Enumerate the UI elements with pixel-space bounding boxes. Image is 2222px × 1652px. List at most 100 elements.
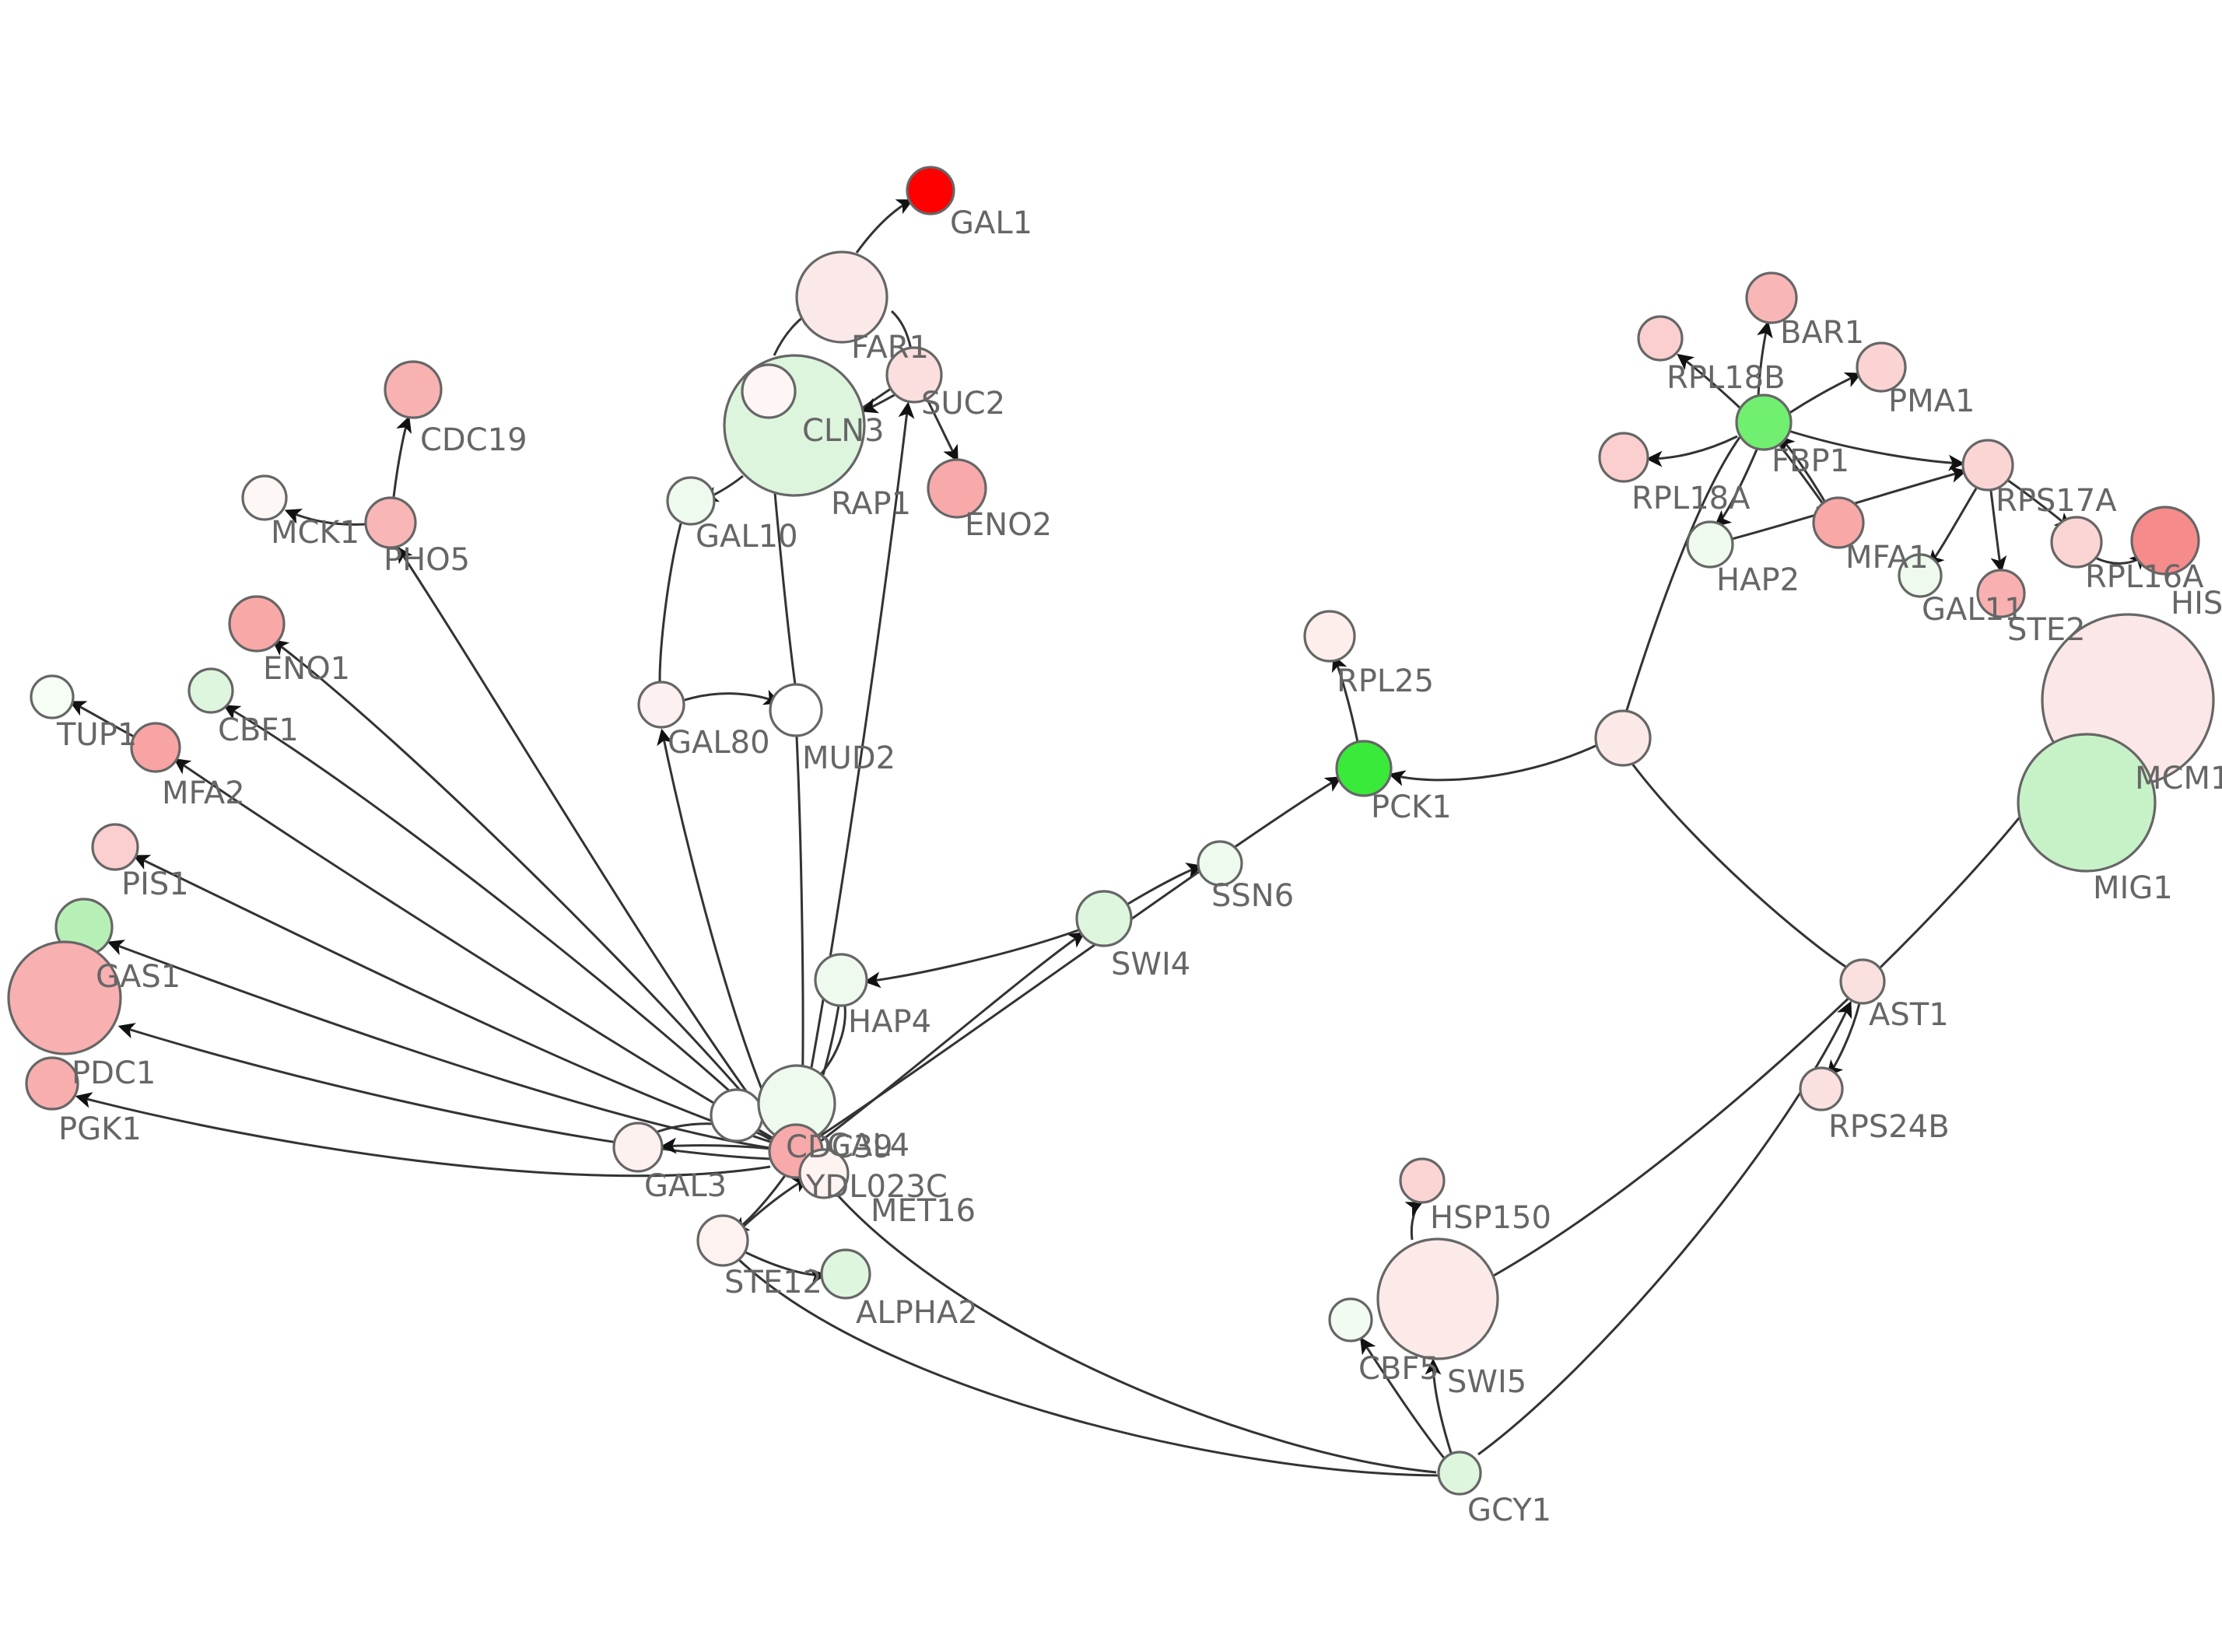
node-hsp150[interactable] bbox=[1399, 1157, 1446, 1204]
node-suc2[interactable] bbox=[885, 346, 943, 404]
edge-swi4-to-hap4 bbox=[864, 929, 1079, 989]
node-fbp1[interactable] bbox=[1735, 394, 1793, 451]
node-swi5[interactable] bbox=[1376, 1237, 1499, 1360]
node-label-met16: MET16 bbox=[871, 1193, 976, 1229]
node-pma1[interactable] bbox=[1856, 341, 1907, 393]
edge-suc2-to-eno2 bbox=[926, 399, 959, 463]
node-swi4[interactable] bbox=[1075, 890, 1133, 947]
node-rps17a[interactable] bbox=[1961, 439, 2014, 492]
node-gal10[interactable] bbox=[666, 476, 716, 526]
edge-swi4-to-ssn6 bbox=[1127, 863, 1204, 905]
edge-ast1-up-to-pck1 bbox=[1388, 744, 1598, 786]
node-label-pho5: PHO5 bbox=[384, 542, 470, 578]
node-eno1[interactable] bbox=[228, 595, 286, 653]
edge-fbp1-to-pma1 bbox=[1789, 372, 1863, 415]
node-ste2[interactable] bbox=[1976, 569, 2026, 618]
node-mfa1[interactable] bbox=[1812, 496, 1865, 549]
node-label-eno1: ENO1 bbox=[263, 651, 350, 687]
node-ste12[interactable] bbox=[696, 1214, 749, 1267]
node-his4[interactable] bbox=[2130, 506, 2200, 576]
node-hap4[interactable] bbox=[814, 953, 868, 1007]
edge-pck1-to-rpl25 bbox=[1331, 654, 1359, 743]
node-label-bar1: BAR1 bbox=[1780, 315, 1864, 351]
edge-pho5-to-cdc19 bbox=[392, 415, 412, 498]
edge-far1-to-gal1 bbox=[855, 199, 914, 254]
node-pdc1[interactable] bbox=[7, 940, 122, 1055]
node-tup1[interactable] bbox=[30, 674, 75, 719]
node-label-mfa2: MFA2 bbox=[162, 775, 245, 811]
edge-fbp1-to-ast1-up bbox=[1624, 436, 1742, 713]
node-label-mcm1: MCM1 bbox=[2135, 761, 2222, 796]
edge-gal4-to-pck1 bbox=[818, 776, 1342, 1139]
node-mfa2[interactable] bbox=[130, 722, 181, 773]
node-label-mck1: MCK1 bbox=[271, 515, 359, 551]
edge-gal4-to-eno1 bbox=[272, 639, 774, 1129]
node-cbf5[interactable] bbox=[1328, 1297, 1373, 1342]
node-pgk1[interactable] bbox=[25, 1056, 79, 1111]
label-layer: GAL1 FAR1 SUC2 ENO2 CLN3 RAP1 GAL10 GAL80 MUD2 CD… bbox=[56, 205, 2222, 1528]
node-pck1[interactable] bbox=[1335, 740, 1393, 797]
node-label-gas1: GAS1 bbox=[96, 959, 180, 995]
node-label-hap2: HAP2 bbox=[1716, 562, 1800, 598]
edge-ste12-to-gcy1 bbox=[736, 1257, 1439, 1477]
node-ast1-up[interactable] bbox=[1594, 709, 1652, 767]
node-rpl25[interactable] bbox=[1303, 610, 1356, 663]
node-label-gal11: GAL11 bbox=[1922, 592, 2024, 628]
node-gal1[interactable] bbox=[906, 166, 955, 215]
edge-pho5-to-mck1 bbox=[284, 509, 367, 526]
edge-ste12-to-alpha2 bbox=[745, 1251, 827, 1285]
edge-layer bbox=[68, 199, 2147, 1477]
node-label-hsp150: HSP150 bbox=[1430, 1200, 1551, 1236]
edge-gal4-to-pho5 bbox=[397, 546, 776, 1130]
edge-rps17a-to-ste2 bbox=[1989, 490, 2007, 573]
node-rpl16a[interactable] bbox=[2050, 516, 2103, 569]
node-gal80[interactable] bbox=[637, 681, 685, 729]
node-ast1[interactable] bbox=[1839, 958, 1886, 1005]
edge-gal4-to-pdc1 bbox=[117, 1023, 771, 1160]
edge-met16-to-hap4 bbox=[822, 1005, 840, 1076]
node-label-suc2: SUC2 bbox=[921, 386, 1005, 422]
node-far1[interactable] bbox=[795, 250, 888, 344]
node-rpl18a[interactable] bbox=[1598, 432, 1649, 483]
edge-fbp1-to-rpl18b bbox=[1677, 353, 1741, 409]
node-label-rpl25: RPL25 bbox=[1337, 663, 1434, 699]
node-mck1[interactable] bbox=[241, 474, 288, 521]
node-pis1[interactable] bbox=[91, 823, 139, 871]
node-ssn6[interactable] bbox=[1197, 840, 1243, 887]
node-label-pis1: PIS1 bbox=[121, 866, 189, 902]
node-pho5[interactable] bbox=[364, 496, 417, 549]
node-label-cdc19: CDC19 bbox=[420, 422, 527, 458]
node-ydl023c[interactable] bbox=[798, 1148, 850, 1199]
node-label-ssn6: SSN6 bbox=[1211, 878, 1294, 914]
node-cdc39[interactable] bbox=[710, 1088, 764, 1143]
node-cdc19[interactable] bbox=[384, 360, 443, 419]
edge-ste12-to-ydl023c bbox=[739, 1177, 810, 1230]
node-rap1[interactable] bbox=[741, 363, 797, 419]
node-cbf1[interactable] bbox=[188, 667, 234, 714]
edge-gal4-to-pgk1 bbox=[75, 1092, 771, 1178]
node-mud2[interactable] bbox=[769, 683, 823, 737]
edge-swi5-to-mcm1 bbox=[1493, 756, 2065, 1277]
node-hap2[interactable] bbox=[1686, 520, 1734, 569]
node-gal11[interactable] bbox=[1898, 553, 1943, 598]
node-label-gal1: GAL1 bbox=[950, 205, 1032, 241]
edge-suc2-to-far1 bbox=[890, 310, 913, 350]
node-gcy1[interactable] bbox=[1437, 1451, 1482, 1496]
edge-swi5-to-hsp150 bbox=[1404, 1202, 1424, 1241]
node-rpl18b[interactable] bbox=[1637, 315, 1684, 362]
node-label-far1: FAR1 bbox=[851, 330, 929, 366]
node-label-pdc1: PDC1 bbox=[72, 1055, 156, 1091]
node-label-rps24b: RPS24B bbox=[1828, 1109, 1950, 1145]
node-eno2[interactable] bbox=[927, 458, 987, 519]
node-label-ste12: STE12 bbox=[724, 1265, 822, 1300]
node-bar1[interactable] bbox=[1745, 271, 1798, 324]
edge-gal10-to-gal80 bbox=[658, 523, 682, 682]
node-label-rap1: RAP1 bbox=[831, 486, 911, 522]
node-rps24b[interactable] bbox=[1799, 1066, 1844, 1111]
node-alpha2[interactable] bbox=[820, 1248, 871, 1300]
edge-gal4-to-suc2 bbox=[800, 401, 915, 1123]
node-mig1[interactable] bbox=[2017, 733, 2157, 873]
node-gal3[interactable] bbox=[612, 1122, 664, 1173]
edge-gal4-to-gal3 bbox=[660, 1137, 773, 1154]
